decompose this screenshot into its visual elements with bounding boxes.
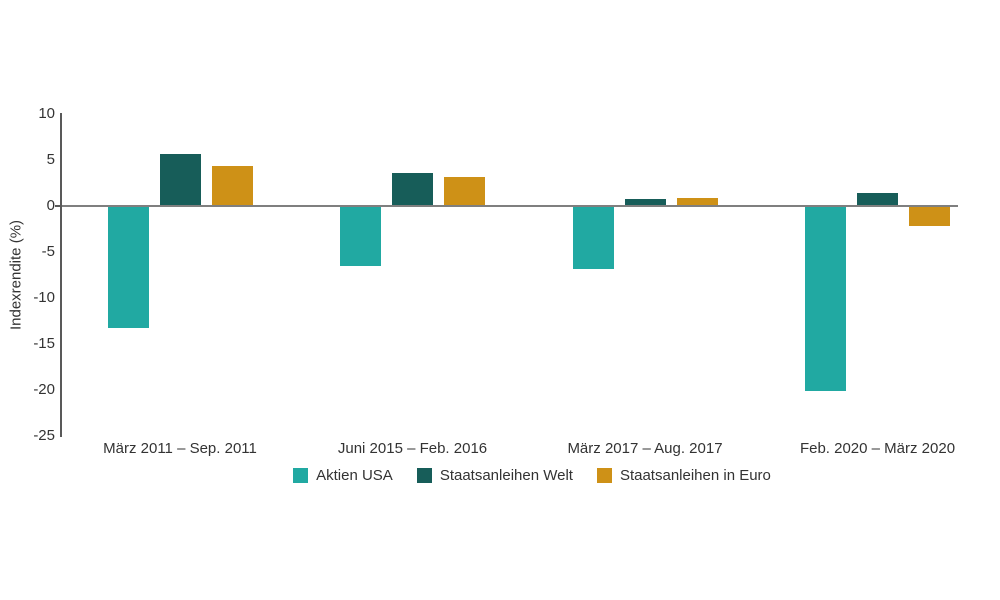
y-tick-label: -15 (33, 335, 55, 352)
y-tick-label: 0 (46, 197, 55, 214)
legend-label: Aktien USA (316, 467, 393, 484)
legend-swatch-icon (293, 468, 309, 483)
legend-item-aktien-usa: Aktien USA (293, 467, 393, 484)
bar-staatsanleihen-in-euro-0 (211, 166, 253, 206)
y-tick-label: -5 (41, 243, 55, 260)
bar-staatsanleihen-in-euro-1 (444, 177, 485, 206)
y-tick-label: 5 (46, 151, 55, 168)
zero-tick-mark (55, 205, 60, 207)
x-axis-label-3: Feb. 2020 – März 2020 (799, 440, 956, 457)
y-tick-label: 10 (38, 105, 55, 122)
y-axis-title: Indexrendite (%) (7, 219, 25, 331)
x-axis-label-2: März 2017 – Aug. 2017 (567, 440, 723, 457)
legend-swatch-icon (596, 468, 612, 483)
legend-label: Staatsanleihen in Euro (619, 467, 771, 484)
y-tick-label: -25 (33, 427, 55, 444)
plot-area (55, 113, 958, 437)
legend-label: Staatsanleihen Welt (439, 467, 573, 484)
y-axis-line (60, 113, 62, 437)
bar-staatsanleihen-welt-3 (857, 193, 898, 206)
legend: Aktien USA Staatsanleihen Welt Staatsanlei… (62, 467, 1000, 484)
bar-staatsanleihen-welt-2 (624, 198, 666, 206)
bar-aktien-usa-0 (107, 206, 149, 329)
zero-baseline (62, 205, 958, 207)
bar-staatsanleihen-welt-0 (159, 154, 201, 206)
bar-staatsanleihen-in-euro-2 (676, 197, 718, 206)
bar-aktien-usa-2 (572, 206, 614, 269)
y-tick-label: -20 (33, 381, 55, 398)
x-axis-label-0: März 2011 – Sep. 2011 (103, 440, 257, 457)
legend-item-staatsanleihen-welt: Staatsanleihen Welt (416, 467, 573, 484)
bar-staatsanleihen-in-euro-3 (909, 206, 950, 227)
bar-aktien-usa-3 (805, 206, 846, 391)
bar-staatsanleihen-welt-1 (392, 172, 433, 206)
y-tick-label: -10 (33, 289, 55, 306)
legend-item-staatsanleihen-in-euro: Staatsanleihen in Euro (596, 467, 771, 484)
x-axis-label-1: Juni 2015 – Feb. 2016 (337, 440, 488, 457)
legend-swatch-icon (416, 468, 432, 483)
bar-aktien-usa-1 (340, 206, 381, 266)
